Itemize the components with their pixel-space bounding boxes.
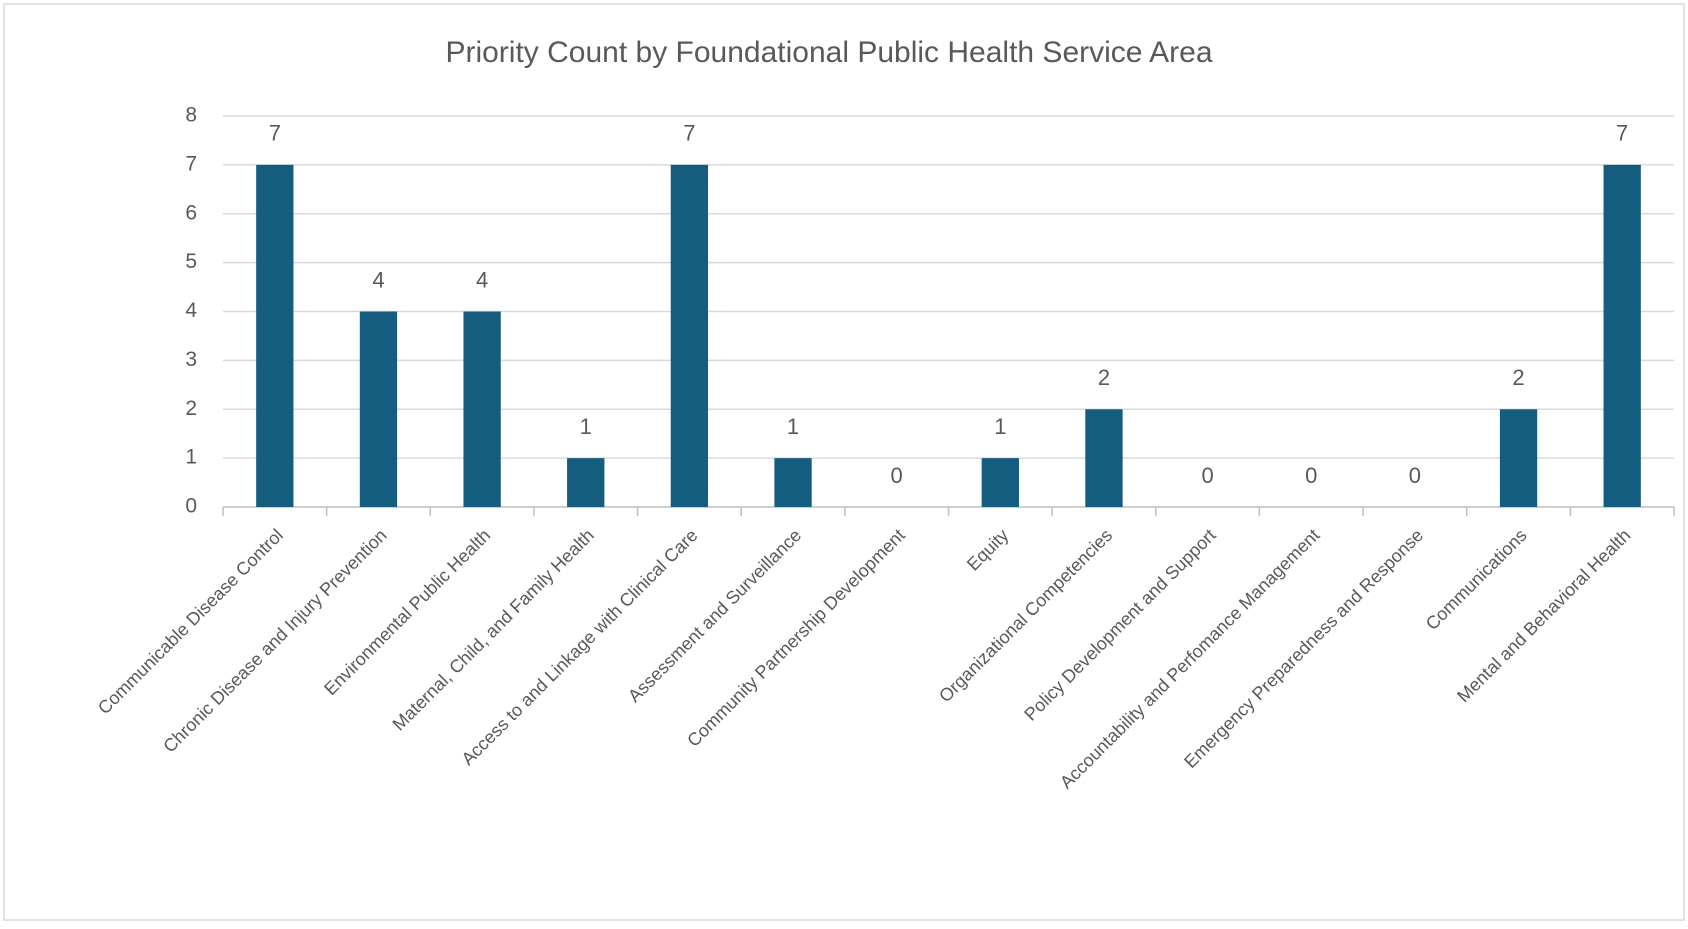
y-tick-label: 2 bbox=[185, 397, 197, 420]
bar bbox=[981, 458, 1019, 507]
data-label: 0 bbox=[1201, 463, 1213, 488]
y-tick-label: 5 bbox=[185, 250, 197, 273]
data-label: 0 bbox=[1409, 463, 1421, 488]
chart-frame bbox=[3, 3, 1685, 921]
bar bbox=[1085, 409, 1123, 507]
y-tick-label: 6 bbox=[185, 201, 197, 224]
bar bbox=[463, 311, 501, 507]
y-tick-label: 0 bbox=[185, 495, 197, 518]
data-label: 7 bbox=[269, 121, 281, 146]
data-label: 4 bbox=[372, 267, 384, 292]
bar bbox=[1499, 409, 1538, 507]
data-label: 2 bbox=[1512, 365, 1524, 390]
data-label: 1 bbox=[787, 414, 799, 439]
chart-title: Priority Count by Foundational Public He… bbox=[445, 36, 1212, 69]
data-label: 1 bbox=[994, 414, 1006, 439]
data-label: 7 bbox=[1616, 121, 1628, 146]
bar bbox=[256, 164, 294, 507]
bar bbox=[774, 458, 812, 507]
y-tick-label: 3 bbox=[185, 348, 197, 371]
data-label: 7 bbox=[683, 121, 695, 146]
y-tick-label: 8 bbox=[185, 104, 197, 127]
y-tick-label: 7 bbox=[185, 152, 197, 175]
data-label: 0 bbox=[891, 463, 903, 488]
y-tick-label: 1 bbox=[185, 446, 197, 469]
data-label: 0 bbox=[1305, 463, 1317, 488]
data-label: 2 bbox=[1098, 365, 1110, 390]
bar bbox=[567, 458, 605, 507]
data-label: 4 bbox=[476, 267, 488, 292]
bar bbox=[359, 311, 398, 507]
bar bbox=[1603, 164, 1641, 507]
y-tick-label: 4 bbox=[185, 299, 197, 322]
data-label: 1 bbox=[580, 414, 592, 439]
bar bbox=[670, 164, 709, 507]
